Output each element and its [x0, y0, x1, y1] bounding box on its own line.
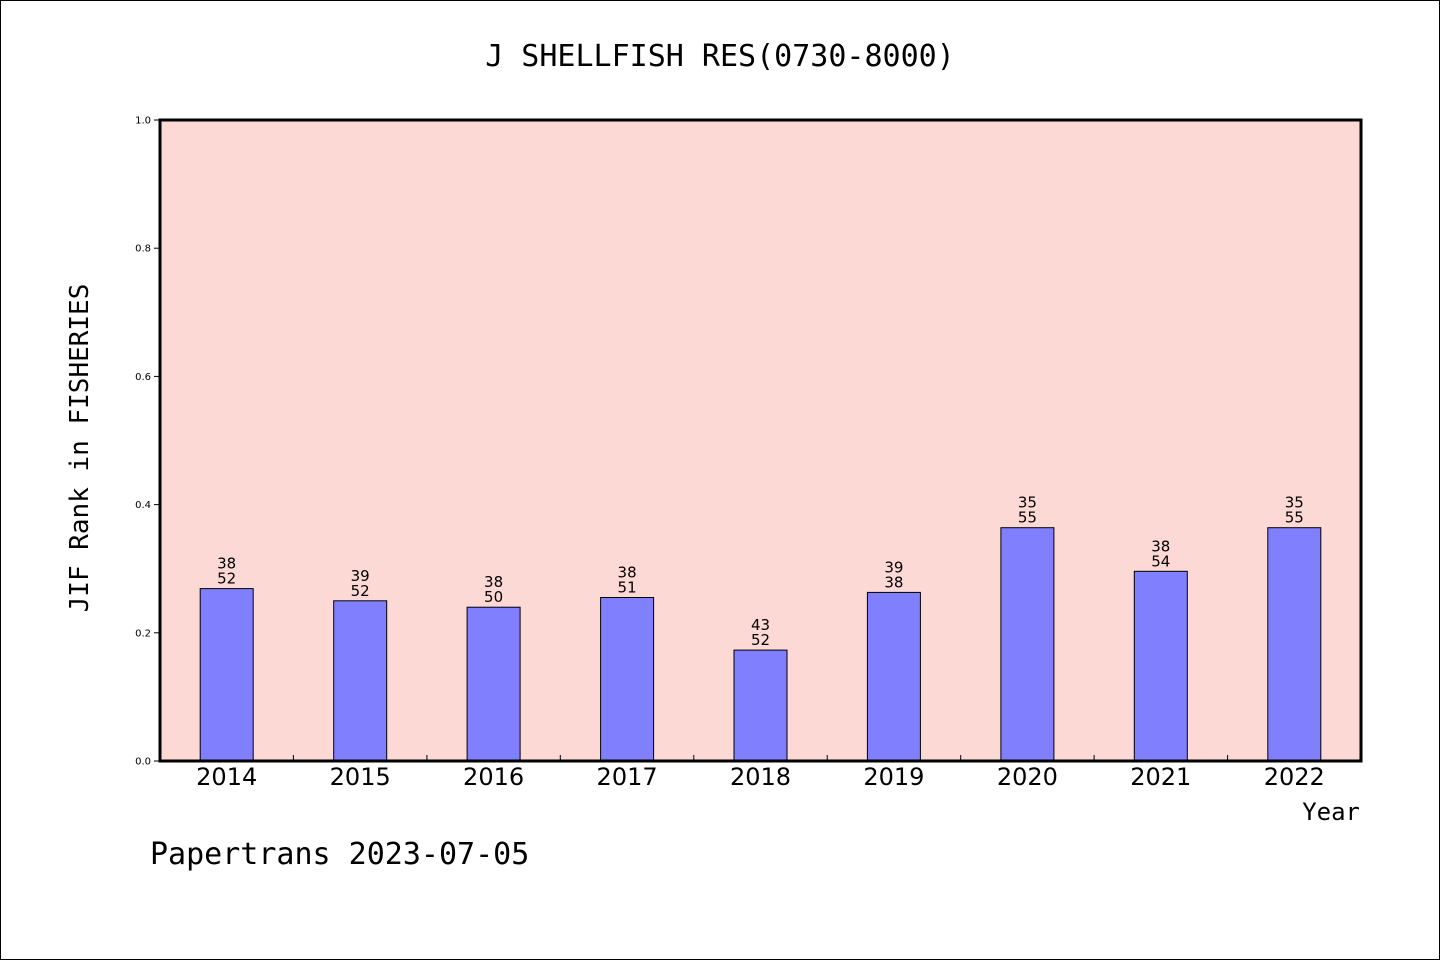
y-tick-label-0.2: 0.2 [135, 628, 151, 639]
data-label-bottom-2014: 52 [217, 570, 236, 588]
bar-2021 [1133, 570, 1188, 762]
bar-2020 [1000, 527, 1055, 762]
data-label-top-2019: 39 [884, 558, 903, 576]
data-label-top-2018: 43 [751, 616, 770, 634]
data-label-bottom-2019: 38 [884, 573, 903, 591]
data-label-bottom-2018: 52 [751, 631, 770, 649]
data-label-bottom-2020: 55 [1018, 509, 1037, 527]
bar-2015 [333, 600, 388, 762]
data-label-top-2015: 39 [351, 567, 370, 585]
data-label-bottom-2022: 55 [1285, 509, 1304, 527]
x-axis-label: Year [1302, 798, 1360, 826]
y-tick-label-0.6: 0.6 [135, 372, 151, 383]
x-tick-label-2020: 2020 [997, 763, 1058, 791]
data-label-bottom-2016: 50 [484, 588, 503, 606]
y-tick-label-1.0: 1.0 [135, 116, 151, 127]
data-label-top-2020: 35 [1018, 494, 1037, 512]
chart-title: J SHELLFISH RES(0730-8000) [485, 39, 955, 74]
plot-border [158, 118, 1363, 763]
x-tick-label-2014: 2014 [196, 763, 257, 791]
x-tick-label-2021: 2021 [1130, 763, 1191, 791]
x-tick-label-2015: 2015 [330, 763, 391, 791]
data-label-top-2014: 38 [217, 555, 236, 573]
y-tick-label-0.4: 0.4 [135, 500, 151, 511]
x-tick-label-2022: 2022 [1264, 763, 1325, 791]
data-label-top-2016: 38 [484, 573, 503, 591]
y-tick-label-0.8: 0.8 [135, 244, 151, 255]
data-label-bottom-2015: 52 [351, 582, 370, 600]
y-axis-label: JIF Rank in FISHERIES [65, 284, 95, 613]
bar-2017 [600, 597, 655, 762]
x-tick-label-2019: 2019 [863, 763, 924, 791]
data-label-top-2022: 35 [1285, 494, 1304, 512]
bar-2019 [866, 591, 921, 762]
data-label-top-2021: 38 [1151, 537, 1170, 555]
x-tick-label-2016: 2016 [463, 763, 524, 791]
footer-text: Papertrans 2023-07-05 [150, 837, 529, 872]
data-label-top-2017: 38 [618, 564, 637, 582]
bar-2016 [466, 606, 521, 762]
bar-2014 [199, 588, 254, 762]
bar-2022 [1267, 527, 1322, 762]
data-label-bottom-2021: 54 [1151, 552, 1170, 570]
y-tick-label-0.0: 0.0 [135, 757, 151, 768]
x-tick-label-2017: 2017 [597, 763, 658, 791]
data-label-bottom-2017: 51 [618, 579, 637, 597]
x-tick-label-2018: 2018 [730, 763, 791, 791]
bar-2018 [733, 649, 788, 762]
